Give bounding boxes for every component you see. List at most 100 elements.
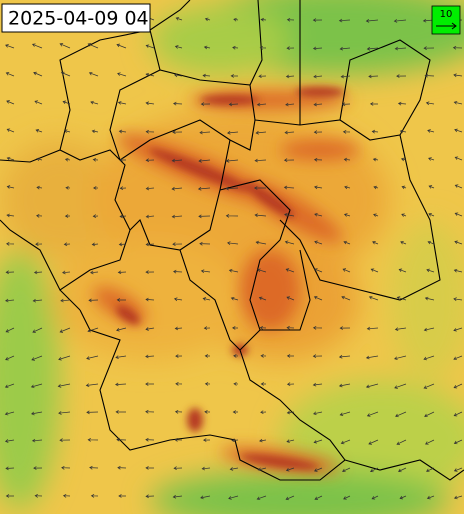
wind-arrow (285, 74, 295, 79)
wind-arrow (228, 495, 239, 500)
wind-arrow (145, 466, 155, 470)
wind-arrow (427, 240, 435, 245)
wind-arrow (204, 17, 211, 22)
wind-arrow (260, 17, 267, 22)
wind-arrow (173, 269, 183, 274)
wind-arrow (428, 157, 435, 161)
wind-arrow (424, 411, 435, 418)
wind-arrow (366, 46, 379, 51)
wind-arrow (60, 71, 71, 77)
wind-arrow (395, 411, 407, 418)
wind-arrow (5, 298, 15, 303)
legend-box (431, 5, 461, 35)
wind-arrow (171, 214, 183, 219)
wind-arrow (373, 185, 379, 190)
wind-arrow (283, 185, 295, 190)
wind-arrow (394, 355, 407, 361)
wind-arrow (233, 382, 239, 386)
wind-arrow (341, 295, 351, 301)
wind-arrow (284, 240, 295, 245)
wind-arrow (425, 467, 435, 473)
wind-arrow (91, 129, 99, 134)
wind-arrow (423, 46, 435, 51)
wind-arrow (174, 45, 183, 49)
wind-arrow (257, 467, 267, 472)
wind-arrow (4, 439, 15, 443)
wind-arrow (393, 19, 407, 23)
wind-arrow (4, 383, 15, 389)
wind-arrow (59, 43, 71, 49)
wind-arrow (198, 214, 211, 219)
wind-arrow (365, 19, 379, 23)
wind-arrow (314, 185, 323, 190)
wind-arrow (33, 466, 43, 470)
wind-arrow (145, 382, 154, 386)
wind-arrow (89, 465, 99, 470)
wind-arrow (119, 214, 127, 219)
wind-arrow (117, 101, 127, 105)
wind-arrow (204, 354, 211, 358)
wind-arrow (145, 409, 155, 414)
wind-arrow (225, 186, 239, 191)
wind-arrow (145, 101, 155, 106)
wind-arrow (36, 213, 43, 218)
wind-arrow (203, 45, 211, 50)
wind-arrow (88, 298, 99, 303)
wind-arrow (90, 493, 99, 498)
wind-arrow (6, 156, 15, 161)
wind-arrow (259, 438, 267, 443)
wind-arrow (259, 325, 267, 330)
wind-arrow (202, 297, 211, 301)
wind-arrow (232, 326, 239, 330)
wind-arrow (368, 295, 379, 301)
legend: 10 (431, 5, 461, 35)
wind-arrow (314, 212, 323, 217)
wind-arrow (284, 130, 295, 135)
wind-arrow (31, 355, 43, 361)
wind-arrow (285, 495, 295, 501)
wind-arrow (62, 100, 71, 105)
wind-arrow (92, 157, 99, 162)
wind-arrow (87, 437, 99, 442)
wind-arrow (424, 296, 435, 301)
wind-arrow (313, 411, 323, 416)
wind-arrow (59, 438, 71, 443)
wind-arrow (342, 268, 351, 273)
timestamp-box (1, 3, 151, 33)
wind-arrow (343, 495, 351, 500)
wind-arrow (233, 17, 239, 22)
wind-arrow (225, 159, 239, 163)
wind-arrow (396, 439, 407, 445)
wind-arrow (312, 18, 323, 22)
wind-arrow (118, 129, 127, 134)
wind-arrow (31, 411, 43, 416)
wind-arrow (201, 466, 211, 471)
wind-arrow (396, 74, 407, 78)
wind-arrow (428, 185, 435, 189)
wind-arrow (6, 185, 15, 189)
wind-arrow (286, 410, 295, 415)
wind-arrow (453, 439, 463, 445)
wind-arrow (339, 411, 351, 416)
wind-arrow (115, 410, 127, 414)
wind-arrow (339, 46, 351, 51)
wind-arrow (341, 102, 351, 107)
wind-arrow (198, 159, 211, 163)
wind-arrow (118, 494, 126, 498)
wind-arrow (369, 102, 379, 106)
wind-arrow (256, 102, 267, 107)
wind-arrow (145, 270, 155, 274)
wind-arrow (372, 157, 379, 162)
wind-arrow (286, 17, 295, 22)
wind-arrows (4, 14, 463, 501)
wind-arrow (119, 158, 127, 162)
wind-arrow (145, 437, 155, 442)
wind-arrow (61, 465, 71, 470)
wind-arrow (59, 327, 71, 333)
wind-arrow (341, 467, 351, 473)
wind-arrow (60, 298, 71, 303)
wind-arrow (338, 18, 351, 23)
